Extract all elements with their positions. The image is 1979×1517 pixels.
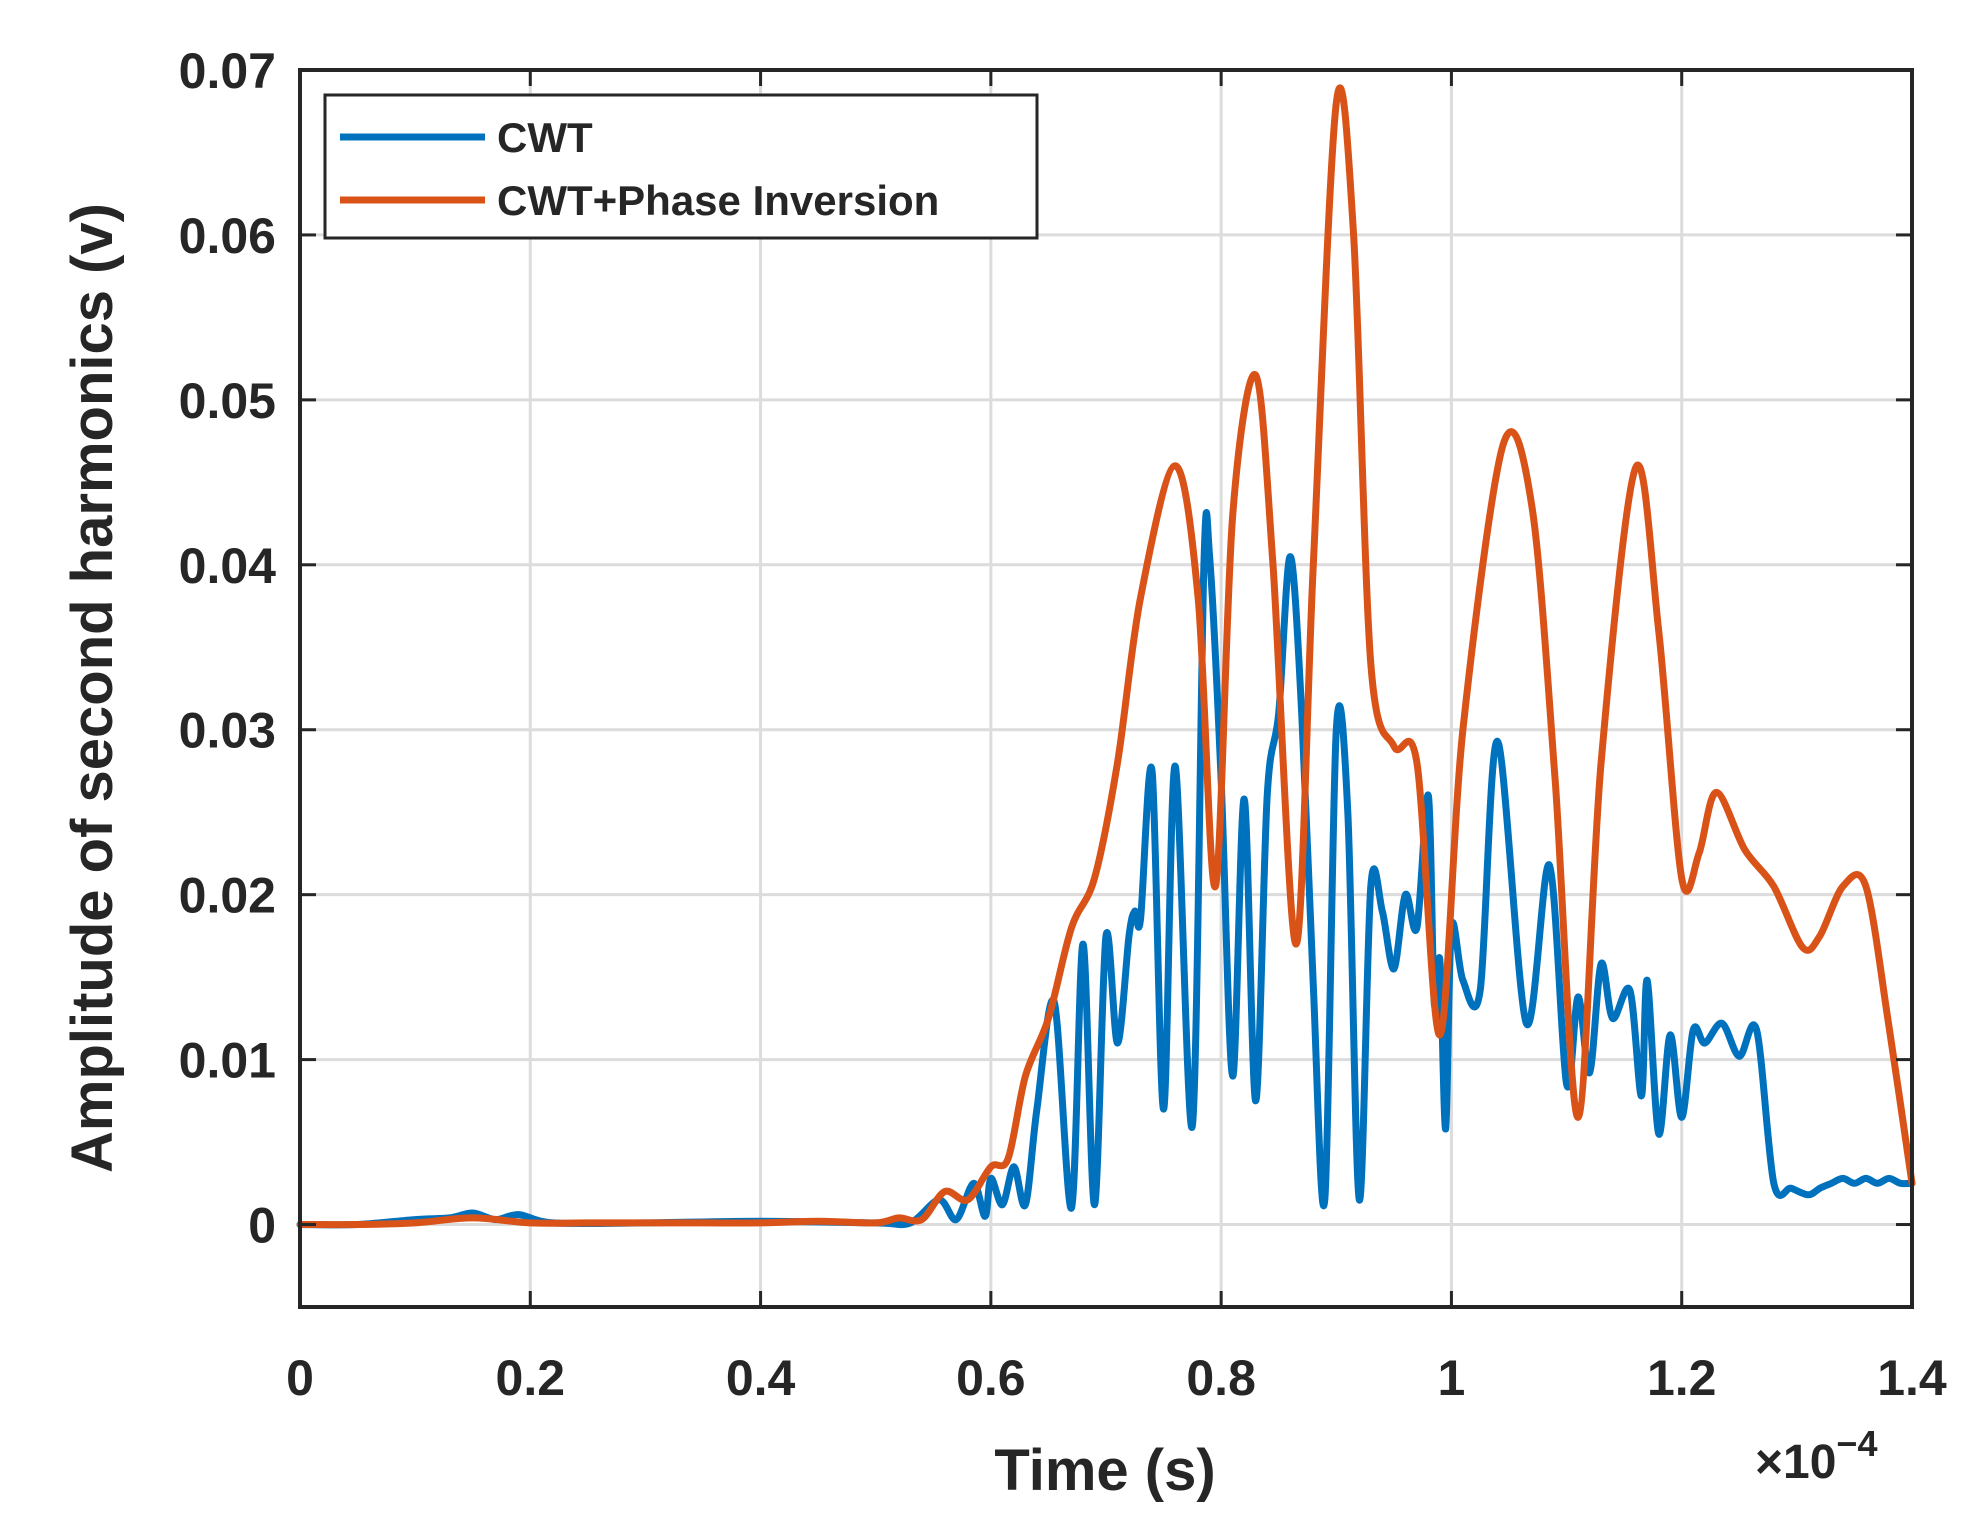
y-tick-label: 0.03 bbox=[179, 703, 276, 759]
legend-label-cwt-phase-inversion: CWT+Phase Inversion bbox=[497, 177, 939, 224]
plot-area bbox=[300, 70, 1912, 1307]
y-tick-label: 0.02 bbox=[179, 868, 276, 924]
y-tick-label: 0.04 bbox=[179, 538, 277, 594]
x-tick-label: 1.4 bbox=[1877, 1350, 1947, 1406]
series-line-cwt bbox=[296, 509, 1916, 1229]
x-axis-exponent-base: ×10 bbox=[1755, 1436, 1836, 1489]
series-layer bbox=[296, 84, 1916, 1229]
x-tick-labels: 0 0.2 0.4 0.6 0.8 1 1.2 1.4 bbox=[286, 1350, 1947, 1406]
plot-frame bbox=[298, 68, 1914, 1309]
x-tick-label: 1 bbox=[1438, 1350, 1466, 1406]
x-axis-exponent: ×10−4 bbox=[1755, 1423, 1877, 1489]
x-tick-label: 0.2 bbox=[496, 1350, 566, 1406]
x-tick-label: 1.2 bbox=[1647, 1350, 1717, 1406]
x-axis-label: Time (s) bbox=[994, 1438, 1215, 1503]
x-axis-exponent-power: −4 bbox=[1836, 1423, 1877, 1464]
y-tick-label: 0.07 bbox=[179, 43, 276, 99]
y-tick-label: 0.01 bbox=[179, 1033, 276, 1089]
legend: CWT CWT+Phase Inversion bbox=[323, 93, 1039, 240]
x-tick-label: 0 bbox=[286, 1350, 314, 1406]
y-axis-label: Amplitude of second harmonics (v) bbox=[60, 203, 125, 1173]
legend-box bbox=[323, 93, 1039, 240]
series-line-cwt-phase-inversion bbox=[296, 84, 1916, 1229]
x-tick-label: 0.4 bbox=[726, 1350, 796, 1406]
legend-label-cwt: CWT bbox=[497, 114, 593, 161]
grid bbox=[300, 70, 1912, 1307]
x-tick-label: 0.8 bbox=[1186, 1350, 1256, 1406]
y-tick-label: 0.06 bbox=[179, 208, 276, 264]
x-tick-label: 0.6 bbox=[956, 1350, 1026, 1406]
svg-text:×10−4: ×10−4 bbox=[1755, 1423, 1877, 1489]
y-tick-label: 0.05 bbox=[179, 373, 276, 429]
ticks bbox=[298, 68, 1914, 1307]
y-tick-labels: 0 0.01 0.02 0.03 0.04 0.05 0.06 0.07 bbox=[179, 43, 277, 1254]
y-tick-label: 0 bbox=[248, 1198, 276, 1254]
